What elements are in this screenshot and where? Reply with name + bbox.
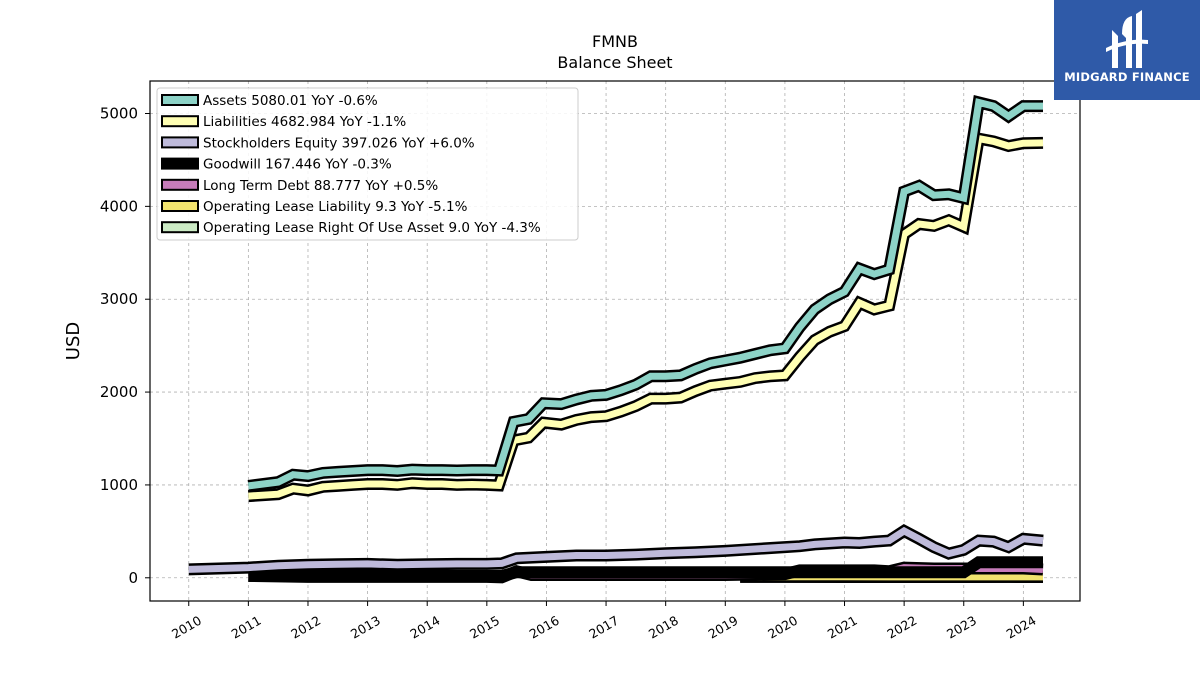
- series-line: [248, 558, 1043, 580]
- x-tick-label: 2023: [944, 613, 979, 642]
- logo-text: MIDGARD FINANCE: [1064, 70, 1190, 84]
- x-tick-label: 2021: [825, 613, 860, 642]
- y-tick-label: 4000: [100, 197, 138, 215]
- y-tick-label: 3000: [100, 290, 138, 308]
- y-tick-label: 2000: [100, 383, 138, 401]
- x-tick-label: 2022: [884, 613, 919, 642]
- x-tick-label: 2010: [169, 613, 204, 642]
- legend-entry: Assets 5080.01 YoY -0.6%: [203, 93, 378, 109]
- x-tick-label: 2019: [706, 613, 741, 642]
- series-goodwill: [248, 556, 1043, 582]
- series-line: [188, 526, 1044, 573]
- legend-swatch: [161, 94, 199, 106]
- y-tick-label: 0: [128, 569, 138, 587]
- legend: Assets 5080.01 YoY -0.6% Liabilities 4682…: [156, 87, 579, 241]
- legend-swatch: [161, 115, 199, 128]
- legend-entry: Goodwill 167.446 YoY -0.3%: [203, 157, 392, 173]
- y-tick-label: 1000: [100, 476, 138, 494]
- midgard-finance-logo: MIDGARD FINANCE: [1054, 0, 1200, 100]
- x-tick-label: 2024: [1004, 613, 1039, 642]
- x-tick-label: 2020: [765, 613, 800, 642]
- x-tick-label: 2011: [229, 613, 264, 642]
- legend-swatch: [161, 221, 199, 234]
- legend-entry: Stockholders Equity 397.026 YoY +6.0%: [203, 135, 475, 151]
- x-tick-label: 2018: [646, 613, 681, 642]
- legend-entry: Operating Lease Right Of Use Asset 9.0 Y…: [203, 220, 541, 236]
- series-stockholders-equity: [188, 523, 1044, 576]
- legend-swatch: [161, 157, 199, 170]
- chart-subtitle: Balance Sheet: [557, 53, 672, 72]
- series-line: [248, 134, 1044, 500]
- x-tick-label: 2012: [288, 613, 323, 642]
- x-tick-label: 2014: [407, 613, 442, 642]
- legend-entry: Liabilities 4682.984 YoY -1.1%: [203, 114, 406, 130]
- series-lines: [188, 94, 1044, 584]
- series-line: [247, 98, 1043, 490]
- chart-title: FMNB: [592, 32, 638, 51]
- legend-swatch: [161, 178, 199, 191]
- legend-entry: Long Term Debt 88.777 YoY +0.5%: [203, 178, 438, 194]
- legend-entry: Operating Lease Liability 9.3 YoY -5.1%: [203, 199, 468, 215]
- x-tick-label: 2017: [586, 613, 621, 642]
- legend-box: [156, 87, 579, 241]
- series-liabilities: [248, 131, 1044, 503]
- logo-mark-icon: [1106, 10, 1148, 68]
- series-assets: [247, 94, 1043, 492]
- x-tick-label: 2016: [527, 613, 562, 642]
- y-tick-label: 5000: [100, 105, 138, 123]
- x-tick-label: 2015: [467, 613, 502, 642]
- legend-swatch: [161, 136, 199, 149]
- plot-area: [149, 80, 1081, 602]
- legend-swatch: [161, 200, 199, 212]
- y-axis-label: USD: [63, 322, 84, 360]
- x-tick-label: 2013: [348, 613, 383, 642]
